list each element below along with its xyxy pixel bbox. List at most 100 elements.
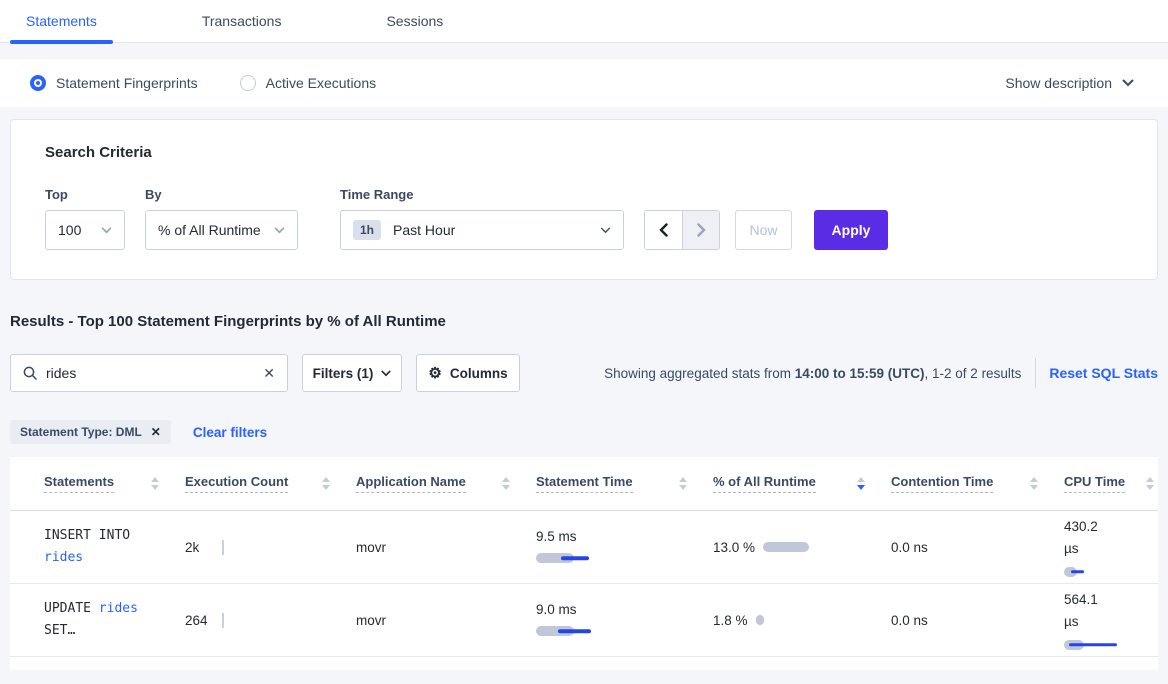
sql-keyword-text: INSERT INTO bbox=[44, 528, 131, 543]
apply-button[interactable]: Apply bbox=[814, 210, 888, 250]
cpu-time-bar bbox=[1064, 565, 1124, 579]
filter-chip-statement-type: Statement Type: DML ✕ bbox=[10, 420, 171, 444]
time-range-field: Time Range 1h Past Hour bbox=[340, 187, 624, 250]
clear-filters-link[interactable]: Clear filters bbox=[192, 424, 268, 440]
column-header-cpu-time: CPU Time bbox=[1064, 474, 1158, 493]
statement-time-value: 9.0 ms bbox=[536, 602, 577, 617]
search-criteria-title: Search Criteria bbox=[45, 144, 152, 161]
execution-count-value: 2k bbox=[185, 539, 200, 555]
statement-time-bar bbox=[536, 551, 606, 565]
pct-runtime-cell: 13.0 % bbox=[713, 537, 891, 558]
next-time-button[interactable] bbox=[682, 211, 719, 249]
top-field: Top 100 bbox=[45, 187, 125, 250]
cpu-time-value: 564.1 µs bbox=[1064, 591, 1098, 629]
active-tab-underline bbox=[10, 39, 113, 44]
time-range-value: Past Hour bbox=[393, 222, 456, 238]
execution-count-bar bbox=[222, 612, 224, 628]
column-header-statement-time: Statement Time bbox=[536, 474, 713, 493]
chevron-down-icon bbox=[1122, 79, 1134, 87]
chevron-down-icon bbox=[600, 227, 611, 233]
showing-stats-text: Showing aggregated stats from 14:00 to 1… bbox=[604, 365, 1022, 381]
statement-time-bar bbox=[536, 624, 606, 638]
results-heading: Results - Top 100 Statement Fingerprints… bbox=[10, 313, 446, 330]
radio-selected-icon bbox=[30, 75, 46, 91]
pct-runtime-value: 13.0 % bbox=[713, 539, 756, 555]
columns-button-label: Columns bbox=[449, 365, 508, 381]
pct-runtime-cell: 1.8 % bbox=[713, 610, 891, 631]
execution-count-bar bbox=[222, 539, 224, 555]
sort-icon[interactable] bbox=[1030, 477, 1038, 490]
execution-count-value: 264 bbox=[185, 612, 208, 628]
filters-button-label: Filters (1) bbox=[312, 365, 374, 381]
time-range-label: Time Range bbox=[340, 187, 414, 202]
statement-link[interactable]: rides bbox=[98, 601, 138, 616]
filter-chip-label: Statement Type: DML bbox=[20, 425, 142, 439]
pct-runtime-bar bbox=[763, 540, 813, 554]
gear-icon: ⚙ bbox=[428, 364, 442, 382]
reset-sql-stats-link[interactable]: Reset SQL Stats bbox=[1049, 365, 1158, 381]
application-name-cell: movr bbox=[356, 612, 386, 628]
statement-time-cell: 9.5 ms bbox=[536, 529, 713, 565]
tab-statements[interactable]: Statements bbox=[10, 0, 113, 44]
statement-link[interactable]: rides bbox=[44, 550, 84, 565]
cpu-time-value: 430.2 µs bbox=[1064, 518, 1098, 556]
top-select[interactable]: 100 bbox=[45, 210, 125, 250]
table-header-row: Statements Execution Count Application N… bbox=[10, 457, 1158, 511]
radio-active-executions[interactable]: Active Executions bbox=[239, 75, 377, 91]
tab-statements-label: Statements bbox=[26, 13, 97, 29]
columns-button[interactable]: ⚙ Columns bbox=[416, 354, 520, 392]
application-name-cell: movr bbox=[356, 539, 386, 555]
radio-statement-fingerprints[interactable]: Statement Fingerprints bbox=[30, 75, 198, 91]
time-nav-group bbox=[644, 210, 720, 250]
radio-statement-fingerprints-label: Statement Fingerprints bbox=[56, 75, 198, 91]
results-controls-row: ✕ Filters (1) ⚙ Columns Showing aggregat… bbox=[10, 354, 1158, 392]
tab-transactions-label: Transactions bbox=[201, 13, 282, 29]
statements-table: Statements Execution Count Application N… bbox=[10, 457, 1158, 670]
tab-sessions[interactable]: Sessions bbox=[386, 0, 443, 43]
column-header-contention-time: Contention Time bbox=[891, 474, 1064, 493]
by-select[interactable]: % of All Runtime bbox=[145, 210, 298, 250]
sql-keyword-text: SET… bbox=[44, 623, 76, 638]
remove-filter-icon[interactable]: ✕ bbox=[150, 425, 161, 439]
top-select-value: 100 bbox=[58, 222, 82, 238]
now-button[interactable]: Now bbox=[735, 210, 792, 250]
statement-time-cell: 9.0 ms bbox=[536, 602, 713, 638]
column-header-pct-of-all-runtime: % of All Runtime bbox=[713, 474, 891, 493]
sort-icon[interactable] bbox=[1146, 477, 1154, 490]
filters-button[interactable]: Filters (1) bbox=[302, 354, 402, 392]
time-range-select[interactable]: 1h Past Hour bbox=[340, 210, 624, 250]
page-tabbar: Statements Transactions Sessions bbox=[0, 0, 1168, 44]
pct-runtime-value: 1.8 % bbox=[713, 612, 748, 628]
sql-keyword-text: UPDATE bbox=[44, 601, 91, 616]
by-select-value: % of All Runtime bbox=[158, 222, 261, 238]
previous-time-button[interactable] bbox=[645, 211, 682, 249]
show-description-toggle[interactable]: Show description bbox=[1005, 75, 1138, 91]
search-criteria-card: Search Criteria Top 100 By % of All Runt… bbox=[10, 119, 1158, 280]
contention-time-cell: 0.0 ns bbox=[891, 612, 928, 628]
show-description-label: Show description bbox=[1005, 75, 1112, 91]
table-row: UPDATE rides SET… 264 movr 9.0 ms 1.8 % … bbox=[10, 584, 1158, 657]
sort-icon[interactable] bbox=[502, 477, 510, 490]
cpu-time-cell: 564.1 µs bbox=[1064, 589, 1158, 652]
sort-desc-icon[interactable] bbox=[857, 477, 865, 490]
statement-time-value: 9.5 ms bbox=[536, 529, 577, 544]
chevron-left-icon bbox=[659, 223, 668, 237]
sort-icon[interactable] bbox=[322, 477, 330, 490]
time-range-badge: 1h bbox=[353, 220, 382, 240]
radio-active-executions-label: Active Executions bbox=[265, 75, 377, 91]
tab-sessions-label: Sessions bbox=[386, 13, 444, 29]
chevron-down-icon bbox=[101, 226, 112, 233]
chevron-down-icon bbox=[381, 370, 391, 376]
sort-icon[interactable] bbox=[151, 477, 159, 490]
statement-fingerprint-cell: INSERT INTO rides bbox=[10, 525, 185, 569]
table-row: INSERT INTO rides 2k movr 9.5 ms 13.0 % … bbox=[10, 511, 1158, 584]
tab-transactions[interactable]: Transactions bbox=[202, 0, 282, 43]
search-input[interactable] bbox=[46, 365, 264, 381]
by-label: By bbox=[145, 187, 162, 202]
clear-search-icon[interactable]: ✕ bbox=[263, 364, 275, 381]
search-icon bbox=[23, 366, 37, 380]
sort-icon[interactable] bbox=[679, 477, 687, 490]
execution-count-cell: 2k bbox=[185, 539, 356, 555]
statement-fingerprint-cell: UPDATE rides SET… bbox=[10, 598, 185, 642]
column-header-execution-count: Execution Count bbox=[185, 474, 356, 493]
